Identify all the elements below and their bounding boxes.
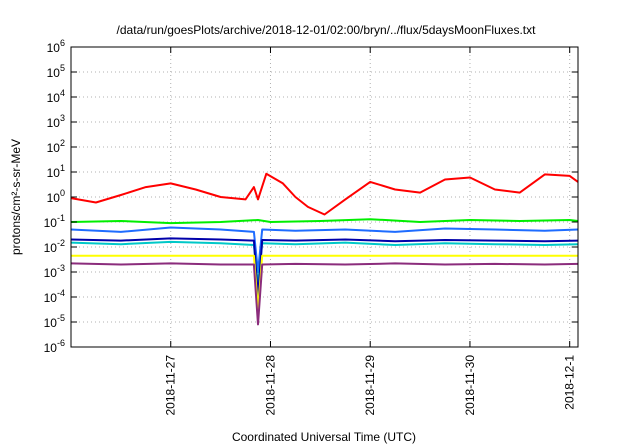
x-axis-label: Coordinated Universal Time (UTC) bbox=[232, 430, 416, 444]
x-tick-label: 2018-12-1 bbox=[563, 355, 577, 410]
y-tick-label: 10-6 bbox=[44, 338, 65, 355]
series-line bbox=[71, 254, 578, 312]
y-tick-exponent: 1 bbox=[60, 163, 65, 173]
y-tick-label: 10-5 bbox=[44, 313, 65, 330]
grid bbox=[71, 47, 578, 347]
y-tick-label: 100 bbox=[47, 188, 65, 205]
series-line bbox=[70, 262, 579, 326]
x-tick-label: 2018-11-29 bbox=[363, 355, 377, 416]
chart-title: /data/run/goesPlots/archive/2018-12-01/0… bbox=[117, 23, 537, 37]
series-line bbox=[70, 237, 579, 298]
series-layer bbox=[70, 172, 579, 326]
y-tick-label: 103 bbox=[47, 113, 65, 130]
series-line bbox=[70, 218, 579, 225]
y-tick-label: 101 bbox=[47, 163, 65, 180]
y-tick-exponent: -2 bbox=[57, 238, 65, 248]
axes: 10-610-510-410-310-210-11001011021031041… bbox=[44, 38, 578, 416]
series-line bbox=[70, 240, 579, 287]
y-tick-exponent: -5 bbox=[57, 313, 65, 323]
y-tick-exponent: 0 bbox=[60, 188, 65, 198]
y-tick-exponent: -4 bbox=[57, 288, 65, 298]
y-tick-label: 10-2 bbox=[44, 238, 65, 255]
y-tick-label: 105 bbox=[47, 63, 65, 80]
y-tick-label: 104 bbox=[47, 88, 65, 105]
y-tick-label: 106 bbox=[47, 38, 65, 55]
x-tick-label: 2018-11-28 bbox=[263, 355, 277, 416]
y-tick-label: 102 bbox=[47, 138, 65, 155]
y-tick-exponent: -6 bbox=[57, 338, 65, 348]
y-tick-exponent: 4 bbox=[60, 88, 65, 98]
y-axis-label: protons/cm²-s-sr-MeV bbox=[9, 139, 23, 255]
series-line bbox=[70, 172, 579, 216]
x-tick-label: 2018-11-30 bbox=[463, 355, 477, 416]
y-tick-label: 10-3 bbox=[44, 263, 65, 280]
y-tick-exponent: 5 bbox=[60, 63, 65, 73]
y-tick-exponent: 2 bbox=[60, 138, 65, 148]
y-tick-exponent: 6 bbox=[60, 38, 65, 48]
y-tick-label: 10-1 bbox=[44, 213, 65, 230]
y-tick-exponent: 3 bbox=[60, 113, 65, 123]
x-tick-label: 2018-11-27 bbox=[164, 355, 178, 416]
y-tick-label: 10-4 bbox=[44, 288, 65, 305]
y-tick-exponent: -3 bbox=[57, 263, 65, 273]
series-line bbox=[70, 226, 579, 273]
y-tick-exponent: -1 bbox=[57, 213, 65, 223]
